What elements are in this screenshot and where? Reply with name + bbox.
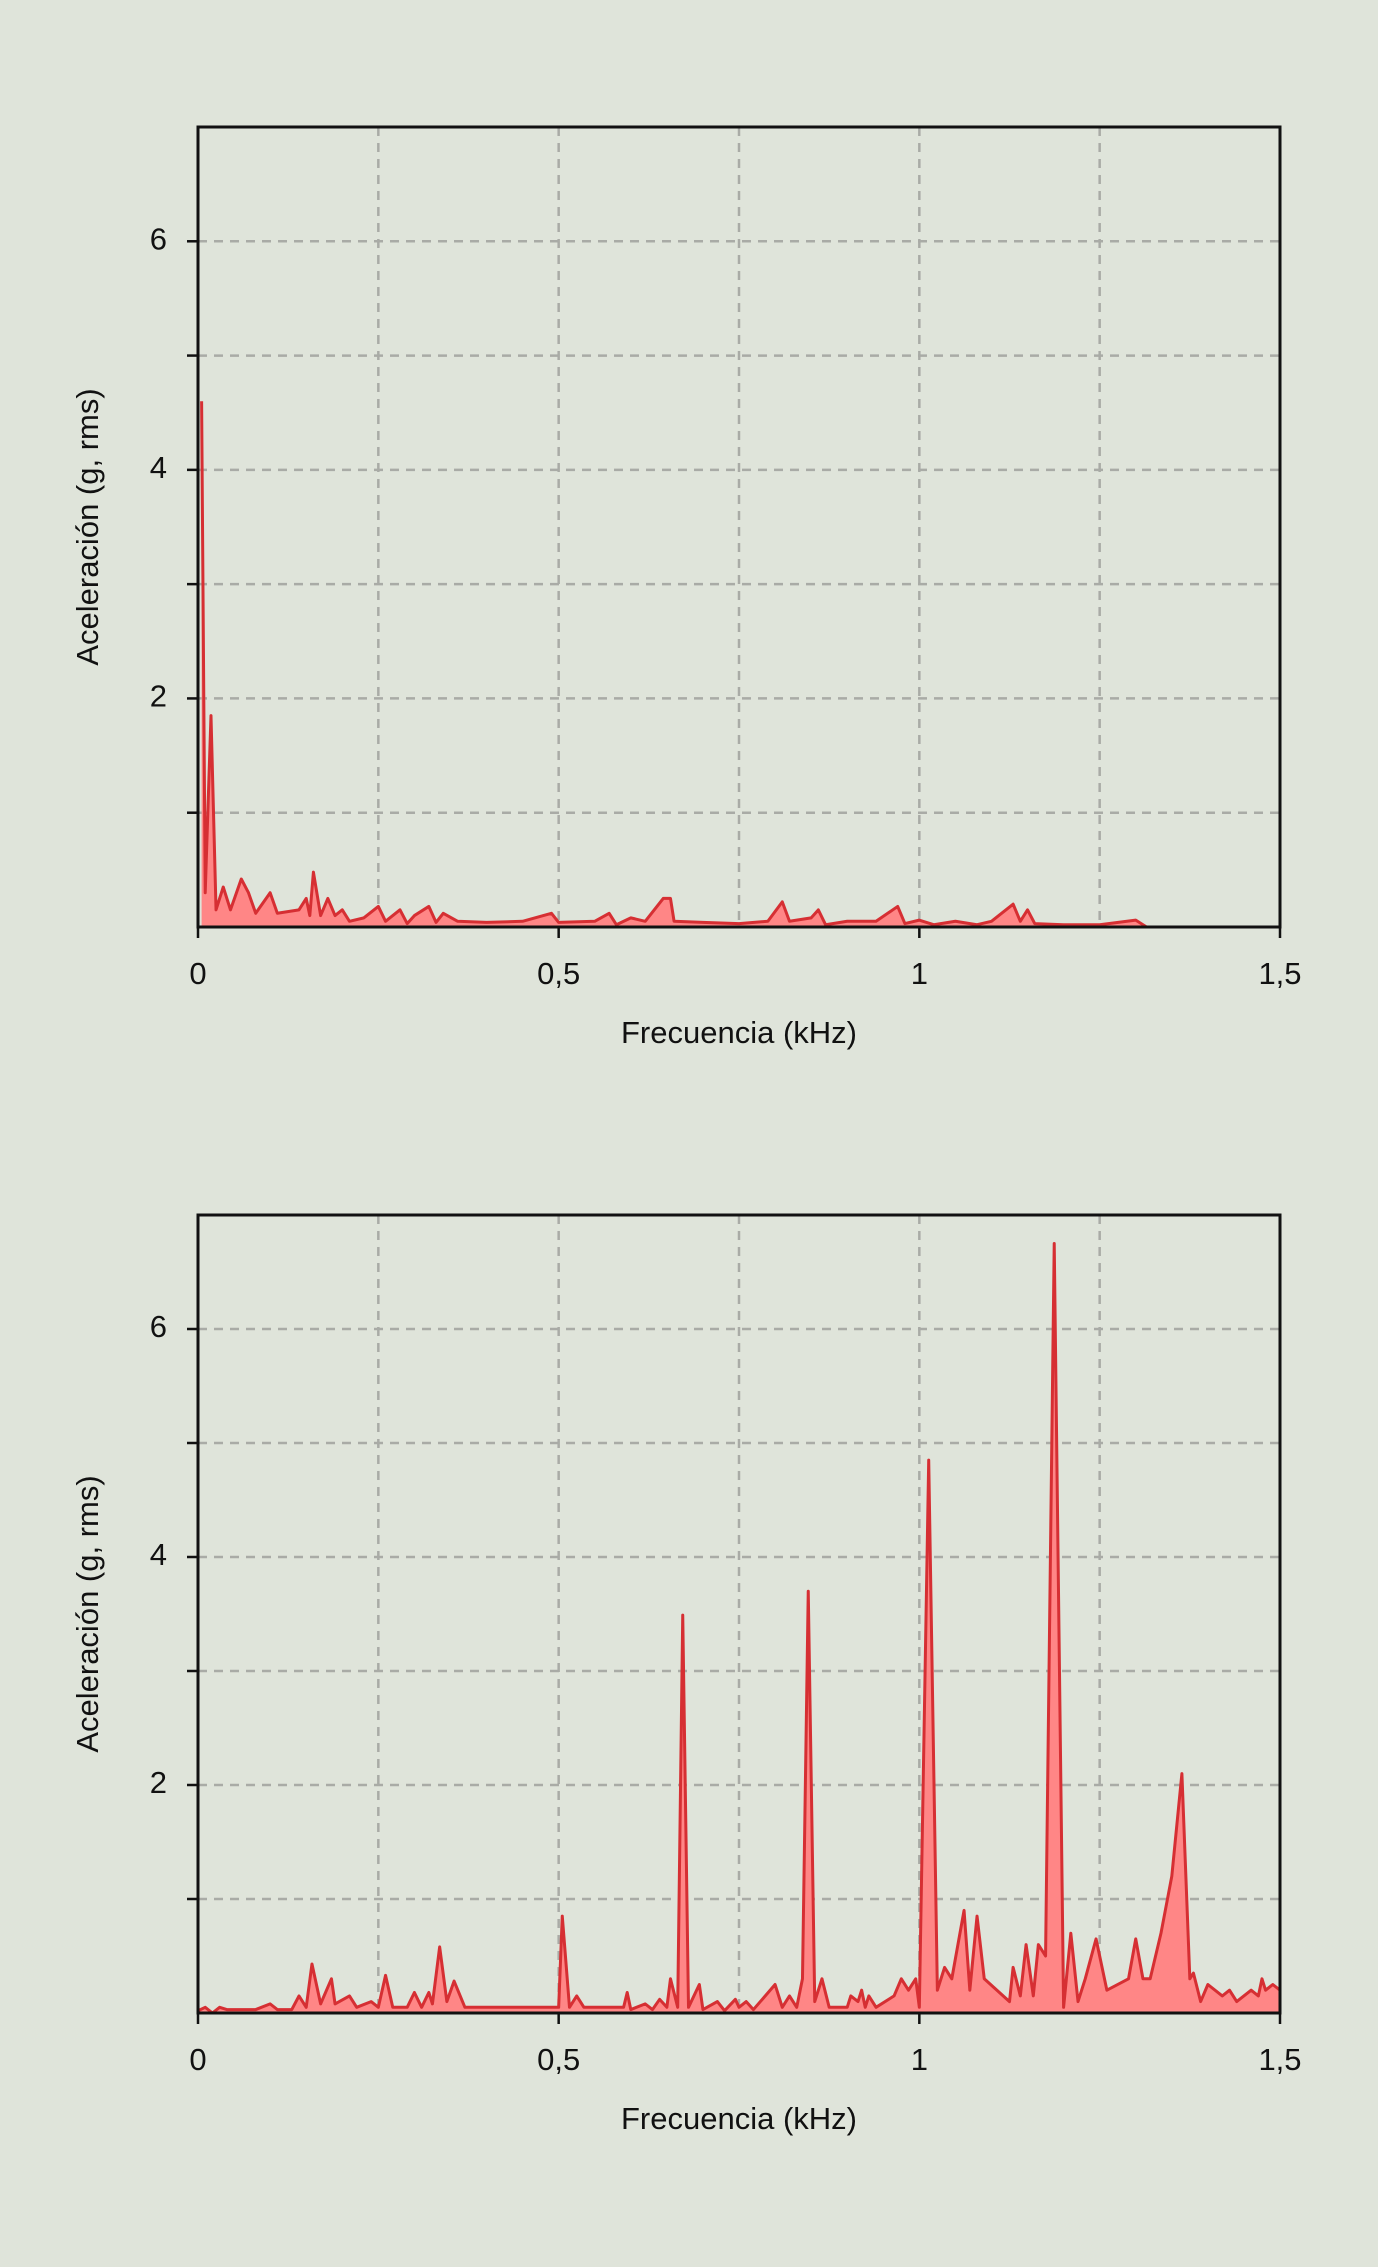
x-tick-label: 1	[911, 2042, 928, 2077]
plot-frame	[196, 125, 1282, 929]
data-line	[200, 401, 1148, 929]
x-tick-label: 1,5	[1258, 956, 1301, 991]
data-line	[197, 1242, 1281, 2015]
chart: 0 0,5 1 1,5 2 4 6 Frecuencia (kHz) Aceleración (…	[70, 125, 1302, 1050]
y-axis-label: Aceleración (g, rms)	[70, 388, 105, 665]
y-tick-label: 6	[150, 221, 167, 256]
x-axis-label: Frecuencia (kHz)	[621, 1015, 857, 1050]
y-tick-label: 4	[150, 1537, 167, 1572]
x-tick-label: 0,5	[537, 2042, 580, 2077]
x-tick-label: 0	[189, 2042, 206, 2077]
x-tick-label: 0	[189, 956, 206, 991]
x-axis-label: Frecuencia (kHz)	[621, 2101, 857, 2136]
plot-frame	[196, 1213, 1282, 2015]
chart: 0 0,5 1 1,5 2 4 6 Frecuencia (kHz) Aceleración (…	[70, 1213, 1302, 2136]
y-tick-label: 2	[150, 679, 167, 714]
y-tick-label: 2	[150, 1765, 167, 1800]
x-tick-label: 0,5	[537, 956, 580, 991]
area-fill	[201, 401, 1147, 927]
y-tick-label: 6	[150, 1309, 167, 1344]
area-fill	[198, 1243, 1280, 2013]
x-tick-label: 1,5	[1258, 2042, 1301, 2077]
y-tick-label: 4	[150, 450, 167, 485]
y-axis-label: Aceleración (g, rms)	[70, 1475, 105, 1752]
x-tick-label: 1	[911, 956, 928, 991]
